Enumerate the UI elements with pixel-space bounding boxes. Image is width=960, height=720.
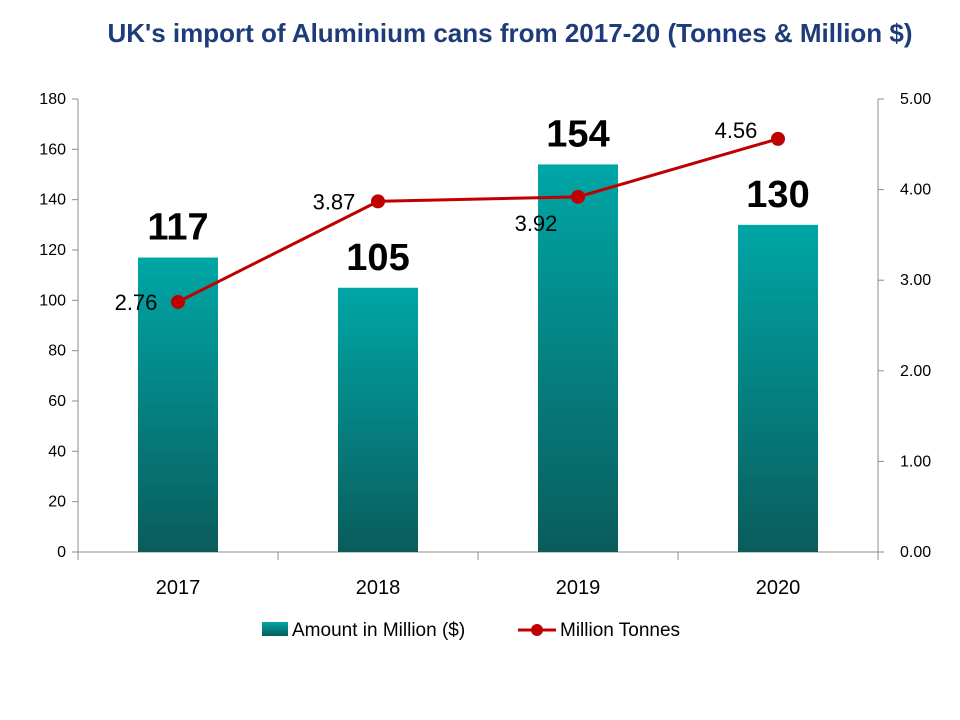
bar-data-label: 105 [346,237,409,279]
line-point [171,294,185,309]
y-left-tick-label: 0 [57,544,66,561]
y-left-tick-label: 60 [48,393,66,410]
legend-swatch-bars [262,622,288,636]
data-labels: 117 105 154 130 2.76 3.87 3.92 4.56 [115,113,810,315]
line-data-label: 3.87 [313,189,356,214]
line-point [371,194,385,209]
x-tick-label: 2019 [556,577,601,599]
y-left-tick-label: 140 [39,192,66,209]
line-point [771,131,785,146]
legend-label-bars: Amount in Million ($) [292,620,465,641]
x-tick-label: 2017 [156,577,201,599]
x-tick-label: 2018 [356,577,401,599]
y-right-tick-label: 4.00 [900,182,931,199]
line-series [171,131,785,309]
y-left-tick-label: 160 [39,141,66,158]
y-left-tick-label: 40 [48,443,66,460]
y-right-tick-label: 0.00 [900,544,931,561]
line-data-label: 3.92 [515,211,558,236]
bar-data-label: 117 [147,207,208,249]
bar [738,224,818,553]
line-point [571,189,585,204]
y-right-tick-label: 2.00 [900,363,931,380]
line-data-label: 2.76 [115,290,158,315]
y-left-tick-label: 100 [39,292,66,309]
y-right-tick-label: 3.00 [900,272,931,289]
chart-title: UK's import of Aluminium cans from 2017-… [107,18,913,48]
bar-data-label: 154 [546,113,609,155]
y-left-tick-label: 180 [39,91,66,108]
line-data-label: 4.56 [715,118,758,143]
legend: Amount in Million ($) Million Tonnes [262,620,680,641]
x-tick-label: 2020 [756,577,801,599]
y-right-tick-label: 1.00 [900,453,931,470]
legend-label-line: Million Tonnes [560,620,680,641]
y-left-tick-label: 20 [48,494,66,511]
bar-data-label: 130 [746,174,809,216]
bar [538,164,618,552]
y-right-tick-label: 5.00 [900,91,931,108]
line-path [177,137,779,304]
y-left-tick-label: 120 [39,242,66,259]
y-left-tick-label: 80 [48,343,66,360]
axes: 0 20 40 60 80 100 120 140 160 180 0.00 1.00 2.00 3.00… [39,91,931,599]
bar-series [138,164,818,553]
bar [338,287,418,552]
legend-swatch-marker [531,624,543,636]
